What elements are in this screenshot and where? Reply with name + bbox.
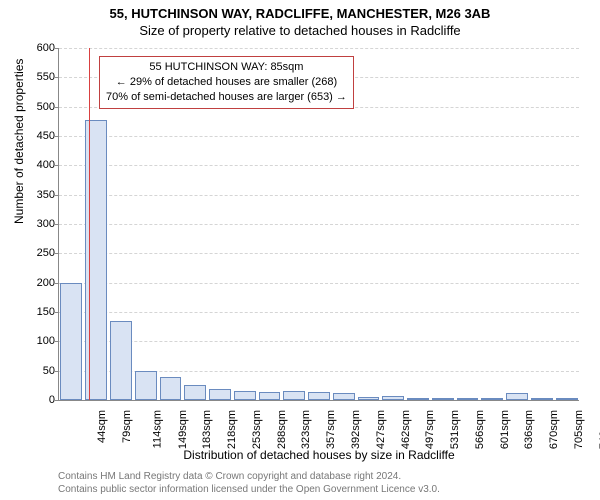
bar	[135, 371, 157, 400]
bar	[209, 389, 231, 400]
bar	[160, 377, 182, 400]
bar	[308, 392, 330, 400]
y-tick-mark	[55, 371, 59, 372]
x-tick-label: 44sqm	[96, 410, 108, 443]
chart-plot-area: 55 HUTCHINSON WAY: 85sqm ← 29% of detach…	[58, 48, 579, 401]
x-axis-title: Distribution of detached houses by size …	[59, 448, 579, 462]
title-main: 55, HUTCHINSON WAY, RADCLIFFE, MANCHESTE…	[0, 0, 600, 21]
x-tick-label: 288sqm	[276, 410, 288, 449]
x-tick-label: 670sqm	[548, 410, 560, 449]
bar	[506, 393, 528, 400]
marker-line	[89, 48, 90, 400]
x-tick-label: 183sqm	[202, 410, 214, 449]
bar	[556, 398, 578, 400]
bar	[407, 398, 429, 400]
x-tick-label: 636sqm	[523, 410, 535, 449]
y-tick-mark	[55, 341, 59, 342]
y-axis-title: Number of detached properties	[12, 59, 26, 224]
y-tick-mark	[55, 224, 59, 225]
y-tick-label: 400	[37, 159, 55, 171]
x-tick-label: 427sqm	[375, 410, 387, 449]
y-tick-label: 550	[37, 71, 55, 83]
y-tick-mark	[55, 195, 59, 196]
y-tick-mark	[55, 48, 59, 49]
bar	[259, 392, 281, 400]
y-tick-mark	[55, 253, 59, 254]
bar	[481, 398, 503, 400]
x-tick-label: 323sqm	[301, 410, 313, 449]
bar	[184, 385, 206, 400]
x-tick-label: 531sqm	[449, 410, 461, 449]
x-tick-label: 601sqm	[499, 410, 511, 449]
y-tick-mark	[55, 107, 59, 108]
y-tick-label: 350	[37, 189, 55, 201]
bar	[531, 398, 553, 400]
y-tick-label: 300	[37, 218, 55, 230]
title-sub: Size of property relative to detached ho…	[0, 21, 600, 38]
copyright-line-2: Contains public sector information licen…	[58, 483, 578, 496]
y-tick-label: 600	[37, 42, 55, 54]
y-tick-label: 500	[37, 101, 55, 113]
y-tick-mark	[55, 312, 59, 313]
bar	[432, 398, 454, 400]
annotation-line-2: ← 29% of detached houses are smaller (26…	[106, 75, 347, 90]
bar	[358, 397, 380, 400]
copyright-block: Contains HM Land Registry data © Crown c…	[58, 470, 578, 496]
y-tick-mark	[55, 283, 59, 284]
x-tick-label: 218sqm	[226, 410, 238, 449]
annotation-line-1: 55 HUTCHINSON WAY: 85sqm	[106, 60, 347, 75]
x-tick-label: 79sqm	[121, 410, 133, 443]
y-tick-label: 200	[37, 277, 55, 289]
y-tick-mark	[55, 165, 59, 166]
bar	[60, 283, 82, 400]
x-tick-label: 149sqm	[177, 410, 189, 449]
y-tick-mark	[55, 77, 59, 78]
x-tick-label: 497sqm	[424, 410, 436, 449]
x-tick-label: 253sqm	[251, 410, 263, 449]
x-tick-label: 566sqm	[474, 410, 486, 449]
x-tick-label: 114sqm	[151, 410, 163, 448]
bar	[283, 391, 305, 400]
bar	[457, 398, 479, 400]
bar	[110, 321, 132, 400]
y-tick-label: 100	[37, 335, 55, 347]
copyright-line-1: Contains HM Land Registry data © Crown c…	[58, 470, 578, 483]
y-tick-label: 0	[49, 394, 55, 406]
x-tick-label: 392sqm	[350, 410, 362, 449]
x-tick-label: 462sqm	[400, 410, 412, 449]
x-tick-label: 705sqm	[573, 410, 585, 449]
y-tick-mark	[55, 136, 59, 137]
bar	[333, 393, 355, 400]
y-tick-mark	[55, 400, 59, 401]
y-tick-label: 150	[37, 306, 55, 318]
x-tick-label: 357sqm	[325, 410, 337, 449]
bar	[382, 396, 404, 400]
y-tick-label: 450	[37, 130, 55, 142]
annotation-line-3: 70% of semi-detached houses are larger (…	[106, 90, 347, 105]
bar	[234, 391, 256, 400]
annotation-box: 55 HUTCHINSON WAY: 85sqm ← 29% of detach…	[99, 56, 354, 109]
y-tick-label: 250	[37, 247, 55, 259]
y-tick-label: 50	[43, 365, 55, 377]
